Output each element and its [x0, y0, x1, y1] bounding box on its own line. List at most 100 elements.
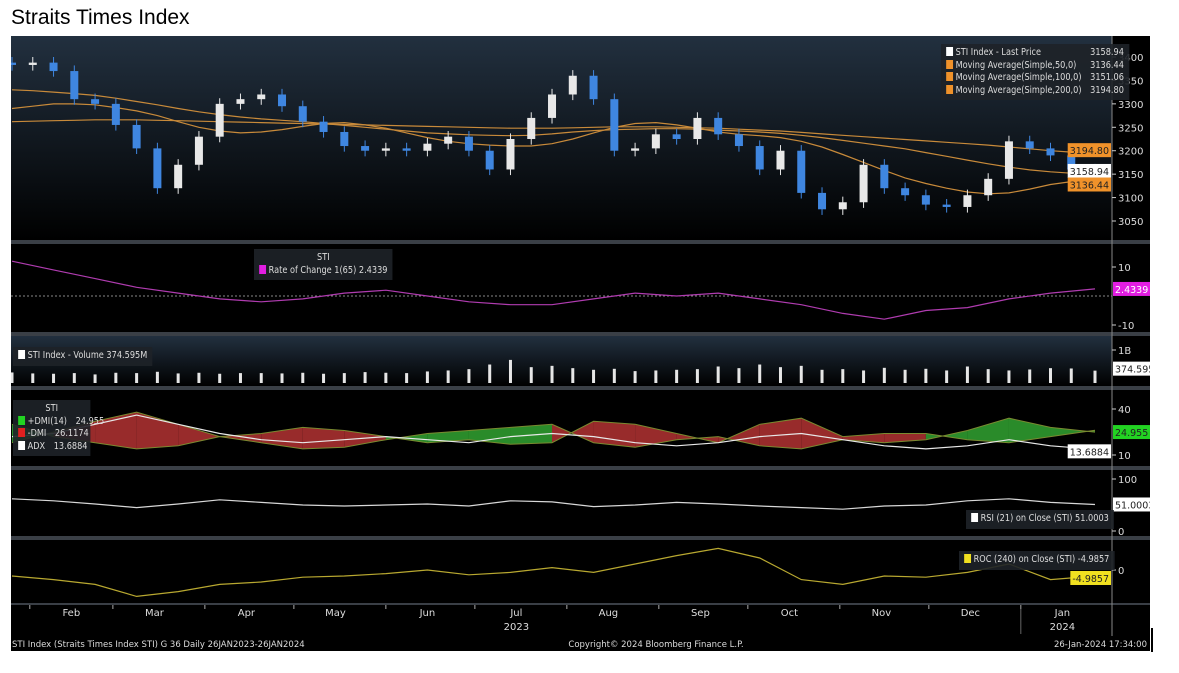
price-axis-tick-label: 3400 — [1118, 53, 1143, 64]
last-price-value-tag: 3158.94 — [1070, 167, 1109, 178]
x-axis-month-label: Mar — [145, 608, 165, 619]
legend-value: 26.1174 — [54, 428, 89, 439]
legend-title: STI — [317, 252, 330, 263]
roc65-line — [11, 260, 1096, 320]
candle-body — [984, 178, 993, 196]
volume-bar — [446, 370, 450, 383]
volume-bar — [571, 368, 575, 383]
legend-label: +DMI(14) — [27, 415, 67, 427]
white-swatch-icon — [971, 513, 979, 522]
candle-body — [880, 164, 889, 189]
green-swatch-icon — [18, 415, 26, 425]
volume-bar — [114, 372, 118, 383]
candle-body — [921, 195, 930, 205]
candle-body — [589, 75, 598, 100]
adx-value-tag: 13.6884 — [1070, 447, 1109, 458]
adx-value-tag-bg — [1067, 444, 1111, 459]
x-axis-year-label: 2024 — [1050, 622, 1075, 633]
x-axis-month-label: Aug — [599, 608, 619, 619]
volume-bar — [592, 369, 596, 383]
mdmi-area — [718, 424, 760, 446]
volume-bar — [675, 369, 679, 383]
pdmi-area — [427, 430, 469, 443]
legend-value: -4.9857 — [1077, 554, 1110, 565]
legend-value: 374.595M — [106, 350, 148, 361]
dmi-axis-tick-label: 10 — [1118, 451, 1131, 462]
legend-label: ADX — [27, 440, 46, 452]
mdmi-area — [635, 424, 677, 448]
dmi-legend: STI +DMI(14) 24.955 -DMI 26.1174 ADX 13.688… — [13, 400, 104, 456]
candle-body — [734, 134, 743, 147]
volume-bar — [238, 373, 242, 383]
magenta-swatch-icon — [259, 264, 267, 274]
candle-body — [132, 124, 141, 149]
volume-bar — [1007, 370, 1011, 383]
mdmi-area — [302, 427, 345, 449]
candle-body — [527, 117, 536, 140]
volume-bar — [218, 373, 222, 383]
x-axis-month-label: Jun — [419, 608, 436, 619]
red-swatch-icon — [18, 428, 26, 437]
volume-bar — [695, 369, 699, 383]
candle-body — [755, 146, 764, 170]
candle-body — [257, 94, 266, 100]
price-axis-tick-label: 3300 — [1118, 100, 1143, 111]
white-swatch-icon — [18, 350, 26, 359]
ma200-value-tag-bg — [1067, 143, 1111, 158]
candle-body — [464, 136, 473, 151]
white-swatch-icon — [946, 47, 954, 56]
volume-bar — [1028, 369, 1032, 383]
candle-body — [444, 136, 453, 144]
candle-body — [797, 150, 806, 193]
roc240-value-tag: -4.9857 — [1072, 574, 1109, 585]
candle-body — [111, 103, 120, 125]
volume-value-tag: 374.595M — [1115, 365, 1150, 376]
legend-value: 24.955 — [75, 415, 105, 427]
footer-timestamp-text: 26-Jan-2024 17:34:00 — [1054, 640, 1147, 650]
legend-value: 3194.80 — [1090, 84, 1124, 96]
adx-line — [11, 414, 1096, 450]
volume-legend: STI Index - Volume 374.595M — [13, 347, 153, 366]
legend-label: -DMI — [27, 428, 47, 439]
candle-body — [1025, 141, 1034, 149]
ma100-line — [11, 89, 1096, 175]
candle-body — [942, 204, 951, 207]
candle-body — [8, 62, 16, 65]
volume-bar — [155, 371, 159, 383]
legend-value: 3158.94 — [1090, 47, 1124, 58]
volume-axis-tick-label: 1B — [1118, 346, 1131, 357]
volume-bar — [259, 373, 263, 383]
white-swatch-icon — [18, 440, 26, 450]
pdmi-value-tag-bg — [1113, 425, 1151, 440]
candle-body — [174, 164, 183, 189]
candle-body — [1004, 141, 1013, 179]
volume-bar — [986, 369, 990, 383]
footer-left-text: STI Index (Straits Times Index STI) G 36… — [12, 640, 305, 650]
candle-body — [340, 131, 349, 147]
volume-bar — [384, 372, 388, 383]
volume-bar — [529, 367, 533, 383]
roc65-value-tag: 2.4339 — [1115, 285, 1148, 296]
volume-bar — [342, 373, 346, 383]
x-axis-month-label: Nov — [872, 608, 892, 619]
x-axis-month-label: Jul — [509, 608, 522, 619]
volume-bar — [945, 370, 949, 383]
ma50-line — [11, 103, 1096, 195]
panel-divider — [11, 466, 1150, 470]
orange-swatch-icon — [946, 59, 954, 69]
legend-value: 13.6884 — [53, 440, 88, 452]
volume-bar — [72, 373, 76, 383]
volume-bar — [176, 373, 180, 383]
legend-value: 3151.06 — [1090, 72, 1124, 83]
volume-bar — [758, 364, 762, 383]
footer-bar — [11, 636, 1150, 651]
mdmi-area — [801, 418, 843, 449]
mdmi-area — [261, 427, 303, 449]
volume-bar — [363, 372, 367, 383]
candle-body — [91, 99, 100, 104]
legend-label: Rate of Change 1(65) — [268, 264, 357, 276]
volume-panel — [11, 336, 1112, 386]
candle-body — [49, 62, 58, 72]
price-axis-tick-label: 3200 — [1118, 147, 1143, 158]
legend-label: ROC (240) on Close (STI) — [973, 554, 1076, 565]
